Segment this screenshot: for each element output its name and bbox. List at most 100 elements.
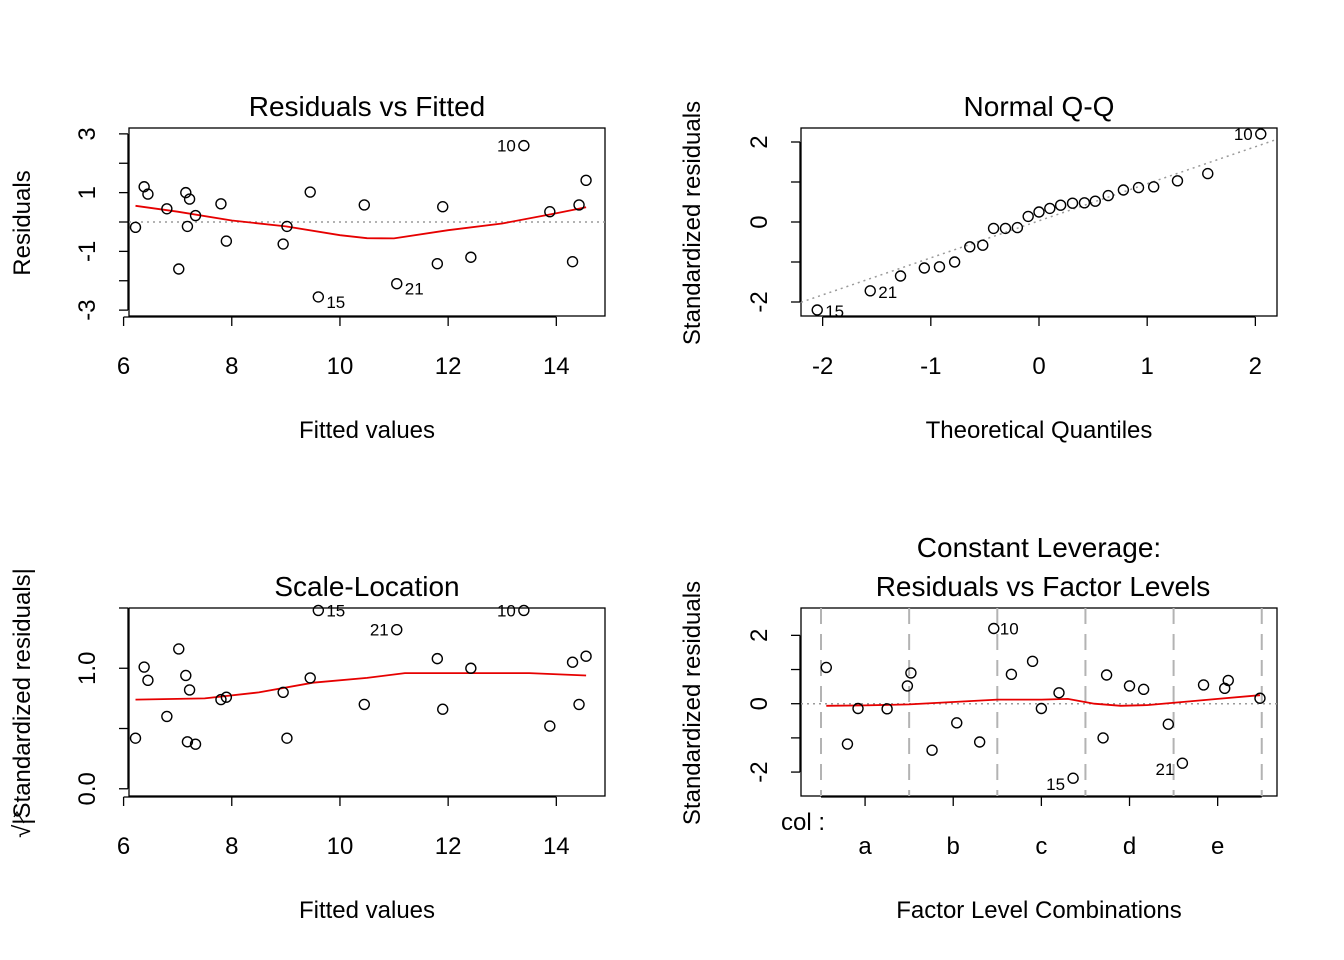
constant-leverage-data-point bbox=[1162, 718, 1175, 730]
constant-leverage-data-point bbox=[926, 744, 938, 756]
constant-leverage-data-point bbox=[973, 736, 986, 748]
normal-qq-data-point bbox=[964, 241, 976, 253]
constant-leverage-y-tick-label: 2 bbox=[746, 629, 773, 642]
constant-leverage-y-tick-label: 0 bbox=[746, 697, 773, 710]
residuals-vs-fitted-data-point bbox=[391, 277, 403, 290]
residuals-vs-fitted-data-point bbox=[161, 203, 173, 215]
residuals-vs-fitted-data-point bbox=[142, 188, 154, 200]
scale-location-data-point bbox=[544, 720, 556, 732]
scale-location-ylabel: √|Standardized residuals| bbox=[9, 568, 36, 838]
scale-location-plot-frame bbox=[128, 607, 606, 797]
normal-qq-point-label: 15 bbox=[825, 302, 844, 321]
normal-qq-x-tick-label: 1 bbox=[1141, 353, 1154, 380]
normal-qq-plot-frame bbox=[800, 127, 1278, 317]
sqrt-radical-mark bbox=[13, 810, 25, 824]
residuals-vs-fitted-title: Residuals vs Fitted bbox=[249, 91, 486, 122]
constant-leverage-data-point bbox=[1026, 655, 1039, 668]
residuals-vs-fitted-data-point bbox=[465, 251, 477, 263]
residuals-vs-fitted-data-point bbox=[220, 235, 233, 247]
residuals-vs-fitted-data-point bbox=[183, 193, 196, 205]
residuals-vs-fitted-data-point bbox=[304, 186, 316, 198]
constant-leverage-category-label: e bbox=[1211, 833, 1224, 860]
scale-location-x-tick-label: 12 bbox=[435, 833, 462, 860]
constant-leverage-category-label: a bbox=[858, 833, 872, 860]
residuals-vs-fitted-xlabel: Fitted values bbox=[299, 417, 435, 444]
constant-leverage-data-point bbox=[988, 622, 1000, 635]
scale-location-x-tick-label: 8 bbox=[225, 833, 238, 860]
normal-qq-data-point bbox=[999, 222, 1012, 235]
scale-location-data-point bbox=[431, 652, 444, 665]
constant-leverage-plot-frame bbox=[800, 607, 1278, 797]
residuals-vs-fitted-smoother-line bbox=[135, 204, 587, 240]
constant-leverage-data-point bbox=[1123, 680, 1136, 692]
scale-location-data-point bbox=[465, 662, 477, 674]
residuals-vs-fitted-data-point bbox=[173, 263, 185, 275]
normal-qq-data-point bbox=[1202, 167, 1214, 180]
normal-qq-data-point bbox=[918, 262, 931, 274]
normal-qq-title: Normal Q-Q bbox=[964, 91, 1115, 122]
constant-leverage-data-point bbox=[951, 717, 963, 729]
normal-qq-reference-line bbox=[800, 138, 1278, 304]
residuals-vs-fitted-data-point bbox=[129, 221, 142, 233]
residuals-vs-fitted-data-point bbox=[312, 291, 325, 303]
scale-location-title: Scale-Location bbox=[274, 571, 459, 602]
constant-leverage-data-point bbox=[1005, 668, 1018, 681]
residuals-vs-fitted-data-point bbox=[566, 255, 579, 268]
normal-qq-data-point bbox=[987, 222, 1000, 235]
constant-leverage-data-point bbox=[1053, 687, 1065, 699]
constant-leverage-xlabel: Factor Level Combinations bbox=[896, 897, 1181, 924]
residuals-vs-fitted-data-point bbox=[180, 186, 192, 199]
constant-leverage-data-point bbox=[1176, 757, 1189, 769]
scale-location-y-tick-label: 1.0 bbox=[74, 652, 101, 685]
normal-qq-point-label: 21 bbox=[878, 283, 897, 302]
constant-leverage-data-point bbox=[1035, 702, 1048, 715]
scale-location-data-point bbox=[189, 738, 202, 750]
residuals-vs-fitted-data-point bbox=[580, 174, 592, 186]
constant-leverage-data-point bbox=[905, 667, 917, 679]
constant-leverage-title: Constant Leverage: bbox=[917, 532, 1161, 563]
normal-qq-data-point bbox=[1033, 206, 1045, 218]
normal-qq-data-point bbox=[1054, 199, 1067, 211]
scale-location-data-point bbox=[580, 650, 592, 662]
constant-leverage-category-label: b bbox=[947, 833, 960, 860]
scale-location-data-point bbox=[358, 698, 370, 711]
normal-qq-x-tick-label: 0 bbox=[1032, 353, 1045, 380]
constant-leverage-data-point bbox=[1067, 772, 1079, 784]
scale-location-data-point bbox=[161, 710, 173, 723]
constant-leverage-category-label: c bbox=[1035, 833, 1047, 860]
scale-location-data-point bbox=[180, 669, 192, 682]
scale-location-data-point bbox=[518, 604, 530, 617]
scale-location-xlabel: Fitted values bbox=[299, 897, 435, 924]
scale-location-data-point bbox=[220, 691, 233, 703]
normal-qq-x-tick-label: -2 bbox=[812, 353, 833, 380]
constant-leverage-subtitle: Residuals vs Factor Levels bbox=[876, 571, 1211, 602]
constant-leverage-data-point bbox=[901, 680, 914, 692]
normal-qq-point-label: 10 bbox=[1234, 125, 1253, 144]
normal-qq-panel: Normal Q-Q Theoretical Quantiles Standar… bbox=[679, 91, 1278, 444]
residuals-vs-fitted-plot-frame bbox=[128, 127, 606, 317]
residuals-vs-fitted-data-point bbox=[431, 258, 444, 270]
scale-location-data-point bbox=[391, 623, 403, 636]
normal-qq-data-point bbox=[933, 261, 946, 273]
constant-leverage-data-point bbox=[1097, 732, 1109, 744]
normal-qq-data-point bbox=[811, 304, 823, 316]
normal-qq-x-tick-label: 2 bbox=[1249, 353, 1262, 380]
normal-qq-data-point bbox=[1147, 181, 1160, 193]
residuals-vs-fitted-y-tick-label: -3 bbox=[74, 299, 101, 320]
normal-qq-data-point bbox=[1132, 181, 1145, 194]
constant-leverage-data-point bbox=[1222, 674, 1234, 687]
residuals-vs-fitted-x-tick-label: 10 bbox=[327, 353, 354, 380]
normal-qq-data-point bbox=[948, 256, 961, 268]
scale-location-data-point bbox=[142, 674, 154, 687]
scale-location-data-point bbox=[215, 693, 227, 706]
scale-location-data-point bbox=[304, 672, 316, 684]
normal-qq-data-point bbox=[1044, 202, 1056, 215]
normal-qq-data-point bbox=[864, 285, 876, 297]
residuals-vs-fitted-y-tick-label: 1 bbox=[74, 186, 101, 199]
residuals-vs-fitted-y-tick-label: 3 bbox=[74, 127, 101, 140]
normal-qq-ylabel: Standardized residuals bbox=[679, 101, 706, 345]
normal-qq-data-point bbox=[894, 270, 907, 282]
factor-name-label: col : bbox=[781, 809, 825, 836]
residuals-vs-fitted-x-tick-label: 14 bbox=[543, 353, 570, 380]
